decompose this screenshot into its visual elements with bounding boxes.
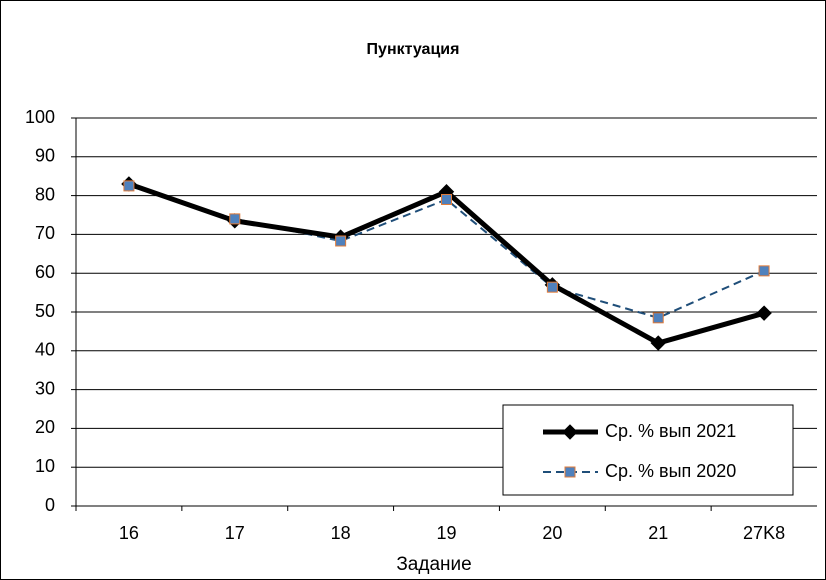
y-tick-label: 90 — [35, 146, 55, 166]
legend-marker — [564, 466, 576, 478]
y-tick-label: 80 — [35, 184, 55, 204]
x-tick-label: 27K8 — [743, 523, 785, 543]
chart-title: Пунктуация — [367, 41, 460, 58]
x-tick-label: 19 — [436, 523, 456, 543]
x-tick-label: 21 — [648, 523, 668, 543]
legend-label: Ср. % вып 2020 — [605, 461, 736, 481]
x-tick-label: 17 — [225, 523, 245, 543]
x-tick-label: 18 — [331, 523, 351, 543]
data-point — [546, 281, 558, 293]
y-tick-label: 60 — [35, 262, 55, 282]
data-point — [650, 335, 666, 351]
y-tick-label: 100 — [25, 107, 55, 127]
legend-label: Ср. % вып 2021 — [605, 421, 736, 441]
legend-box — [502, 404, 794, 496]
x-axis-label: Задание — [396, 554, 471, 575]
data-point — [758, 265, 770, 277]
y-tick-label: 0 — [45, 495, 55, 515]
y-tick-label: 10 — [35, 456, 55, 476]
data-point — [652, 312, 664, 324]
data-point — [123, 180, 135, 192]
x-tick-label: 20 — [542, 523, 562, 543]
y-tick-label: 30 — [35, 378, 55, 398]
y-tick-label: 40 — [35, 340, 55, 360]
y-tick-label: 20 — [35, 417, 55, 437]
data-point — [441, 193, 452, 205]
data-point — [229, 213, 241, 225]
data-point — [335, 235, 347, 247]
y-tick-label: 50 — [35, 301, 55, 321]
data-point — [756, 305, 772, 321]
legend-marker — [562, 424, 578, 440]
x-tick-label: 16 — [119, 523, 139, 543]
y-tick-label: 70 — [35, 223, 55, 243]
